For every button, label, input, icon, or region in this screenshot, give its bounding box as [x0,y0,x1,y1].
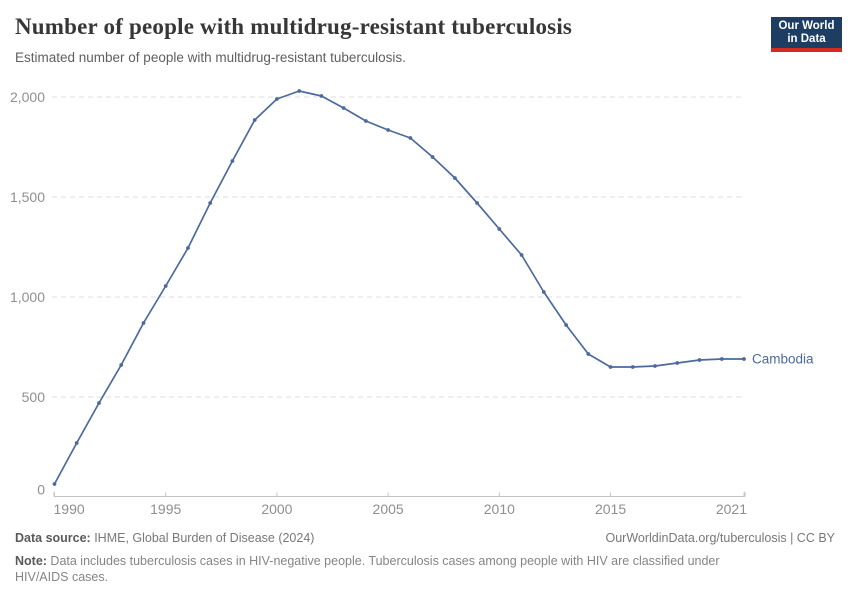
x-axis-tick-label: 2000 [261,501,292,517]
series-label[interactable]: Cambodia [752,352,814,367]
y-axis-tick-label: 2,000 [10,89,45,105]
data-line[interactable] [53,90,745,485]
data-point[interactable] [742,357,746,361]
footer-source-row: OurWorldinData.org/tuberculosis | CC BY … [15,531,835,545]
page-title: Number of people with multidrug-resistan… [15,14,573,39]
data-point[interactable] [497,227,502,231]
data-point[interactable] [675,361,680,365]
data-point[interactable] [297,89,302,93]
data-point[interactable] [186,246,190,250]
y-axis-tick-label: 1,000 [10,289,45,305]
data-point[interactable] [586,352,591,356]
data-point[interactable] [697,358,702,362]
data-point[interactable] [230,159,235,163]
data-point[interactable] [630,365,635,369]
data-point[interactable] [475,201,479,205]
x-axis-tick-label: 1990 [54,501,85,517]
data-point[interactable] [141,321,146,325]
owid-logo-line2: in Data [787,33,826,45]
data-point[interactable] [163,284,168,288]
data-point[interactable] [208,201,213,205]
note-label: Note: [15,554,47,568]
data-point[interactable] [408,136,413,140]
owid-logo[interactable]: Our World in Data [771,17,842,52]
data-point[interactable] [564,323,568,327]
data-point[interactable] [252,118,257,122]
x-axis-tick-label: 2010 [484,501,515,517]
x-axis-tick-label: 1995 [150,501,181,517]
data-point[interactable] [386,128,390,132]
data-point[interactable] [719,357,724,361]
data-source-label: Data source: [15,531,91,545]
data-point[interactable] [52,482,57,486]
data-point[interactable] [119,363,124,367]
footer-link[interactable]: OurWorldinData.org/tuberculosis | CC BY [605,531,836,545]
data-point[interactable] [541,290,546,294]
data-point[interactable] [74,441,79,445]
data-point[interactable] [275,97,279,101]
data-point[interactable] [364,119,368,123]
data-point[interactable] [453,176,457,180]
x-axis-tick-label: 2005 [373,501,404,517]
y-axis-tick-label: 500 [22,389,46,405]
data-point[interactable] [319,94,324,98]
y-axis-tick-label: 1,500 [10,189,45,205]
y-axis-tick-label: 0 [37,481,45,497]
note-text: Data includes tuberculosis cases in HIV-… [15,554,720,585]
data-point[interactable] [519,253,524,257]
chart-subtitle: Estimated number of people with multidru… [15,50,406,65]
x-axis-tick-label: 2021 [716,501,747,517]
owid-logo-line1: Our World [778,20,835,32]
x-axis-tick-label: 2015 [595,501,626,517]
data-point[interactable] [97,401,101,405]
data-point[interactable] [608,365,613,369]
footer-note: Note: Data includes tuberculosis cases i… [15,553,755,586]
data-source-text: IHME, Global Burden of Disease (2024) [90,531,315,545]
data-point[interactable] [430,155,435,159]
data-point[interactable] [341,106,346,110]
data-point[interactable] [653,364,657,368]
